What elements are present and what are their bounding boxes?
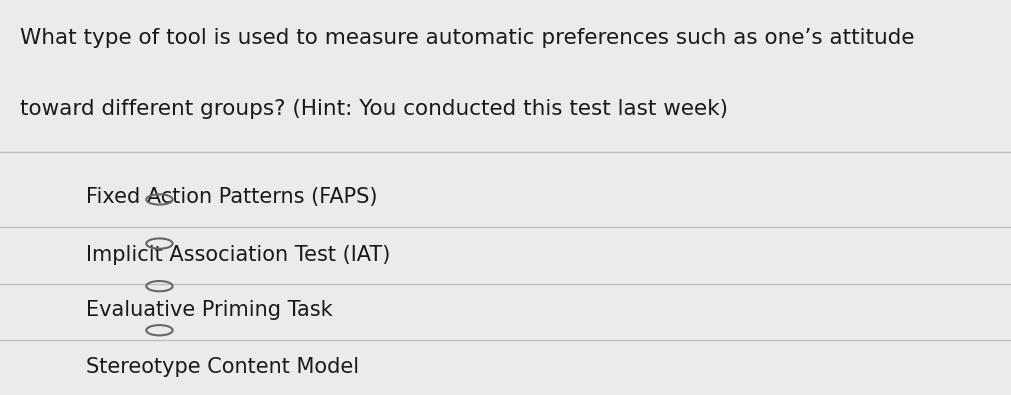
Text: toward different groups? (Hint: You conducted this test last week): toward different groups? (Hint: You cond… [20, 99, 728, 119]
Text: What type of tool is used to measure automatic preferences such as one’s attitud: What type of tool is used to measure aut… [20, 28, 914, 48]
Text: Implicit Association Test (IAT): Implicit Association Test (IAT) [86, 245, 390, 265]
Text: Fixed Action Patterns (FAPS): Fixed Action Patterns (FAPS) [86, 188, 377, 207]
Text: Evaluative Priming Task: Evaluative Priming Task [86, 300, 333, 320]
Text: Stereotype Content Model: Stereotype Content Model [86, 357, 359, 377]
